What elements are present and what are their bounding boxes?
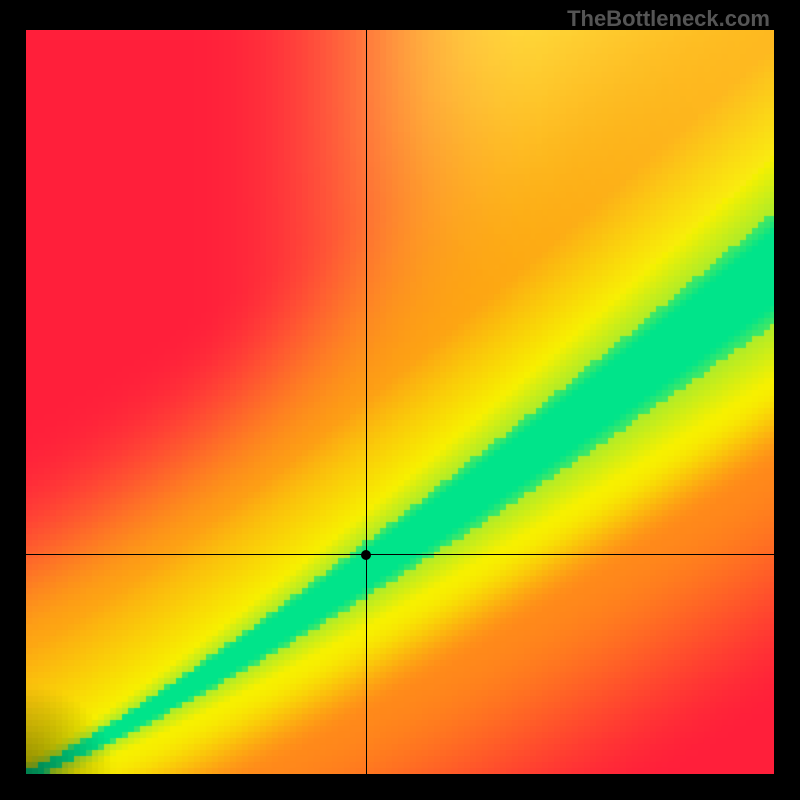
watermark-text: TheBottleneck.com	[567, 6, 770, 32]
crosshair-marker	[361, 550, 371, 560]
crosshair-horizontal	[26, 554, 774, 555]
heatmap-plot	[26, 30, 774, 774]
crosshair-vertical	[366, 30, 367, 774]
heatmap-canvas	[26, 30, 774, 774]
